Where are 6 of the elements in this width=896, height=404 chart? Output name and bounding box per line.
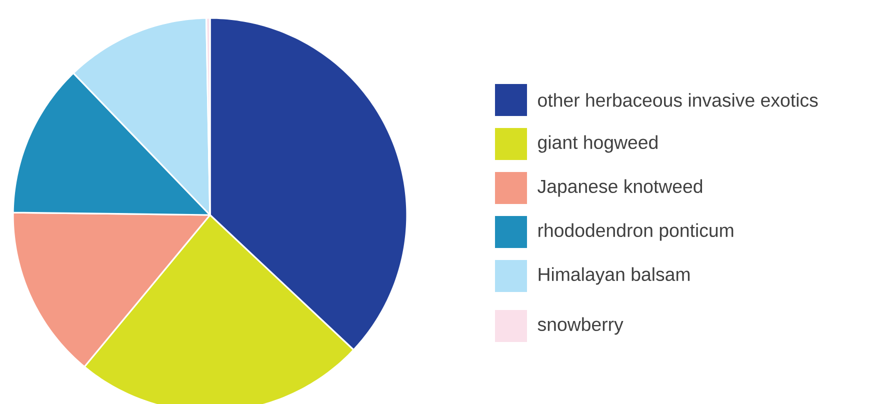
legend-label: Japanese knotweed [538, 179, 702, 197]
legend-label: Himalayan balsam [538, 267, 690, 285]
legend-label: giant hogweed [538, 135, 658, 153]
legend-label: snowberry [538, 317, 624, 335]
legend-label: rhododendron ponticum [538, 223, 734, 241]
legend-label: other herbaceous invasive exotics [538, 93, 818, 107]
